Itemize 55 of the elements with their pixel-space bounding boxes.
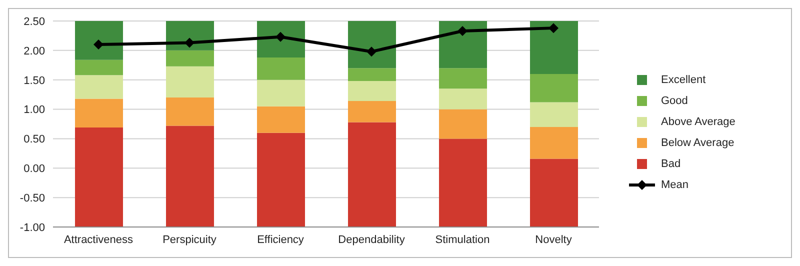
point — [366, 46, 376, 57]
legend-label: Above Average — [661, 116, 736, 128]
y-tick-label: 2.50 — [24, 16, 45, 28]
point — [94, 40, 104, 50]
bar — [530, 21, 578, 74]
bar — [166, 126, 214, 227]
point — [276, 32, 286, 42]
bar — [530, 102, 578, 127]
y-tick-label: -1.00 — [20, 222, 45, 234]
bar — [75, 75, 123, 99]
point — [184, 38, 194, 48]
y-tick-label: 1.00 — [24, 104, 45, 116]
bar — [257, 80, 305, 106]
point — [458, 26, 468, 36]
bar — [257, 21, 305, 58]
bar — [75, 128, 123, 227]
bar — [257, 132, 305, 227]
bar — [439, 68, 487, 89]
bar — [439, 21, 487, 68]
bar — [530, 158, 578, 227]
x-tick-label: Perspicuity — [162, 234, 217, 246]
bar — [530, 126, 578, 159]
bar — [75, 98, 123, 128]
bar — [166, 98, 214, 126]
bar — [530, 74, 578, 102]
y-tick-label: 0.00 — [24, 163, 45, 176]
legend-label: Bad — [661, 158, 681, 170]
x-tick-label: Dependability — [338, 234, 406, 246]
bar — [166, 66, 214, 98]
bar — [439, 109, 487, 139]
x-tick-label: Attractiveness — [64, 234, 134, 246]
bar — [348, 101, 396, 122]
bar — [75, 21, 123, 60]
y-tick-label: 0.50 — [24, 134, 45, 146]
legend-label: Good — [661, 94, 688, 106]
y-tick-label: 2.00 — [24, 45, 45, 58]
y-tick-label: 1.50 — [24, 74, 45, 87]
x-tick-label: Novelty — [535, 234, 572, 246]
bar — [166, 50, 214, 66]
y-tick-label: -0.50 — [20, 192, 45, 204]
bar — [348, 68, 396, 82]
x-tick-label: Stimulation — [435, 234, 490, 246]
bar — [348, 81, 396, 102]
legend-label: Below Average — [661, 136, 734, 148]
bar — [439, 88, 487, 110]
bar — [75, 60, 123, 76]
bar — [348, 122, 396, 227]
bar — [348, 21, 396, 68]
bar — [439, 138, 487, 227]
bar — [257, 106, 305, 133]
bar — [257, 57, 305, 80]
legend-label: Excellent — [661, 74, 706, 86]
point — [548, 23, 558, 34]
x-tick-label: Efficiency — [257, 234, 304, 246]
legend-label: Mean — [661, 178, 689, 190]
